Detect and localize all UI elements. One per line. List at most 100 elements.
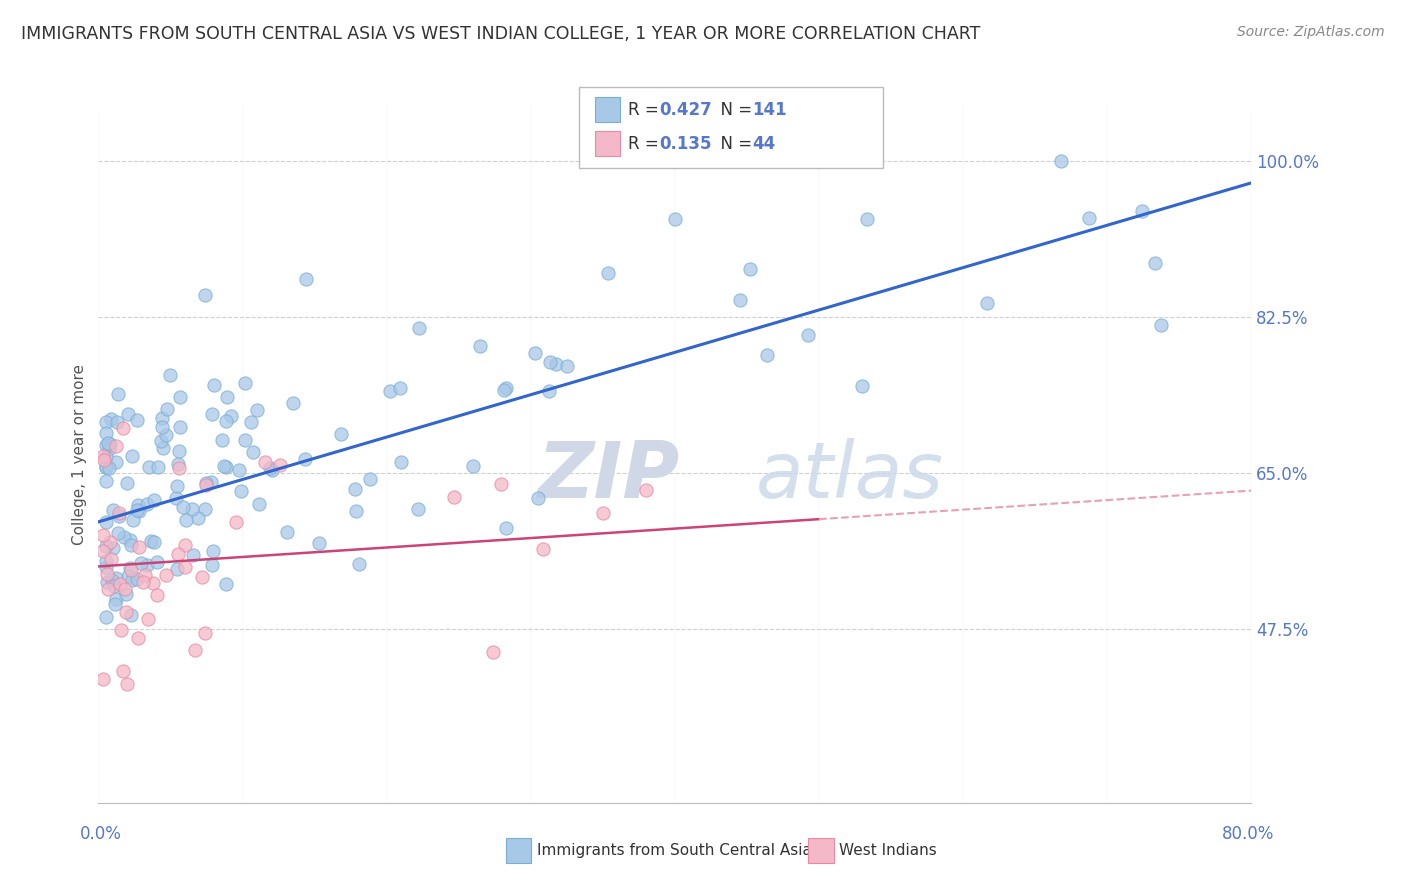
Point xyxy=(215,414,238,428)
Point xyxy=(146,459,169,474)
Point xyxy=(107,526,129,541)
Point xyxy=(201,558,224,572)
Point xyxy=(276,524,298,539)
Point xyxy=(114,587,136,601)
Point xyxy=(1078,211,1101,226)
Point xyxy=(98,437,121,451)
Point xyxy=(167,460,190,475)
Point xyxy=(524,346,547,360)
Point xyxy=(193,288,215,302)
Text: 44: 44 xyxy=(752,135,776,153)
Point xyxy=(96,567,118,582)
Point xyxy=(142,535,165,549)
Point xyxy=(125,413,148,427)
Point xyxy=(100,411,122,425)
Point xyxy=(94,610,117,624)
Point xyxy=(246,403,269,417)
Point xyxy=(155,427,177,442)
Point xyxy=(94,559,117,574)
Point xyxy=(215,460,238,475)
Point xyxy=(146,588,169,602)
Text: atlas: atlas xyxy=(755,438,943,514)
Point xyxy=(105,571,128,585)
Point xyxy=(91,672,114,686)
Point xyxy=(217,390,239,404)
Point xyxy=(851,378,873,392)
Point xyxy=(104,455,127,469)
Point xyxy=(104,591,127,606)
Point xyxy=(308,536,330,550)
Point xyxy=(527,491,550,506)
Point xyxy=(294,451,316,466)
Point xyxy=(104,439,127,453)
Point xyxy=(94,475,117,489)
Point xyxy=(127,502,149,516)
Point xyxy=(94,450,117,465)
Point xyxy=(159,368,181,382)
Point xyxy=(755,348,778,362)
Point xyxy=(200,407,222,421)
Point xyxy=(173,560,195,574)
Point xyxy=(97,582,120,596)
Point xyxy=(98,534,121,549)
Point xyxy=(636,483,658,497)
Point xyxy=(94,554,117,568)
Point xyxy=(790,153,813,168)
Point xyxy=(212,459,235,474)
Point xyxy=(253,455,276,469)
Point xyxy=(94,459,117,474)
Point xyxy=(187,510,209,524)
Point xyxy=(118,533,141,548)
Point xyxy=(330,426,353,441)
Point xyxy=(121,573,143,587)
Point xyxy=(121,563,143,577)
Point xyxy=(166,562,188,576)
Point xyxy=(166,548,188,562)
Text: IMMIGRANTS FROM SOUTH CENTRAL ASIA VS WEST INDIAN COLLEGE, 1 YEAR OR MORE CORREL: IMMIGRANTS FROM SOUTH CENTRAL ASIA VS WE… xyxy=(21,25,980,43)
Point xyxy=(149,434,172,448)
Point xyxy=(112,530,135,544)
Point xyxy=(100,573,122,587)
Point xyxy=(215,577,238,591)
Point xyxy=(101,503,124,517)
Point xyxy=(259,460,281,475)
Point xyxy=(156,401,179,416)
Point xyxy=(94,515,117,529)
Point xyxy=(174,538,197,552)
Point xyxy=(96,575,118,590)
Point xyxy=(108,509,131,524)
Point xyxy=(233,433,256,447)
Point xyxy=(91,449,114,463)
Point xyxy=(94,460,117,475)
Point xyxy=(976,295,998,310)
Point xyxy=(136,558,159,572)
Point xyxy=(108,577,131,591)
Point xyxy=(389,381,412,395)
Point xyxy=(91,528,114,542)
Point xyxy=(194,501,217,516)
Point xyxy=(103,578,125,592)
Point xyxy=(115,676,138,690)
Point xyxy=(108,506,131,520)
Point xyxy=(105,415,128,429)
Y-axis label: College, 1 year or more: College, 1 year or more xyxy=(72,365,87,545)
Point xyxy=(146,555,169,569)
Point xyxy=(495,521,517,535)
Point xyxy=(138,612,160,626)
Point xyxy=(190,570,212,584)
Point xyxy=(797,328,820,343)
Point xyxy=(738,262,761,277)
Point xyxy=(98,442,121,456)
Text: Immigrants from South Central Asia: Immigrants from South Central Asia xyxy=(537,844,813,858)
Text: N =: N = xyxy=(710,135,758,153)
Point xyxy=(283,396,305,410)
Point xyxy=(150,411,173,425)
Point xyxy=(492,383,515,397)
Point xyxy=(167,457,190,471)
Point xyxy=(166,479,188,493)
Point xyxy=(531,542,554,557)
Point xyxy=(127,632,149,646)
Point xyxy=(98,461,121,475)
Point xyxy=(138,460,160,475)
Point xyxy=(495,381,517,395)
